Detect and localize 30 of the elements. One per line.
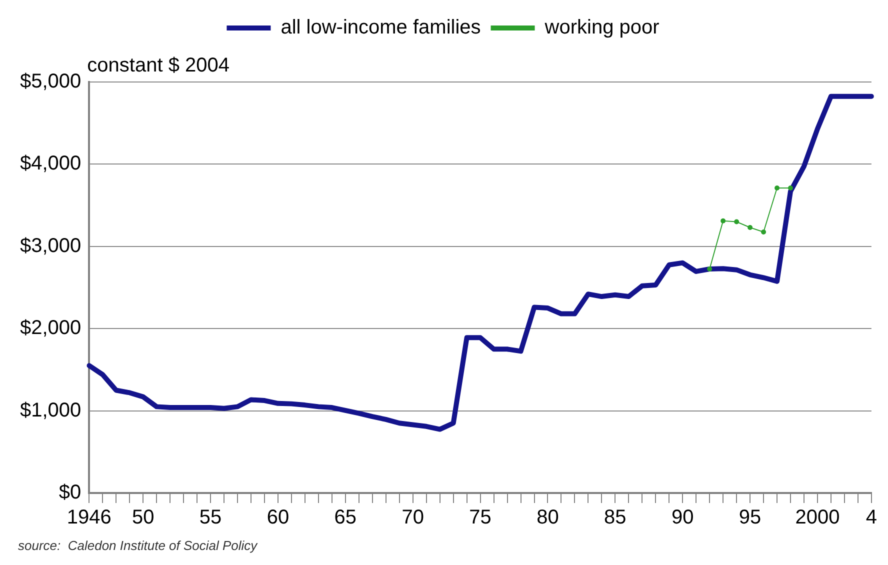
x-tick-label: 2000 xyxy=(795,506,840,529)
x-tick-label: 55 xyxy=(199,506,222,529)
legend-label: working poor xyxy=(544,16,660,39)
x-tick-label: 1946 xyxy=(66,506,112,529)
point xyxy=(761,230,766,235)
y-tick-label: $4,000 xyxy=(20,152,82,175)
point xyxy=(734,219,740,224)
point xyxy=(720,218,726,224)
x-tick-label: 4 xyxy=(866,506,877,529)
x-tick-label: 95 xyxy=(738,506,762,529)
x-tick-label: 65 xyxy=(334,506,357,529)
y-axis-title: constant $ 2004 xyxy=(87,54,230,77)
y-tick-label: $1,000 xyxy=(20,399,82,422)
x-tick-label: 70 xyxy=(402,506,424,529)
y-tick-label: $0 xyxy=(58,482,82,504)
x-tick-label: 50 xyxy=(132,506,154,529)
point xyxy=(774,186,780,191)
point xyxy=(707,266,712,272)
source-note: source: Caledon Institute of Social Policy xyxy=(18,538,259,554)
x-tick-label: 60 xyxy=(266,506,290,529)
y-tick-label: $5,000 xyxy=(20,70,82,93)
legend-label: all low-income families xyxy=(280,16,481,39)
y-tick-label: $3,000 xyxy=(20,234,82,257)
x-tick-label: 85 xyxy=(604,506,626,529)
x-tick-label: 80 xyxy=(536,506,559,529)
y-tick-label: $2,000 xyxy=(20,317,82,340)
point xyxy=(748,224,753,230)
x-tick-label: 75 xyxy=(469,506,492,529)
x-tick-label: 90 xyxy=(671,506,694,529)
point xyxy=(788,186,794,191)
